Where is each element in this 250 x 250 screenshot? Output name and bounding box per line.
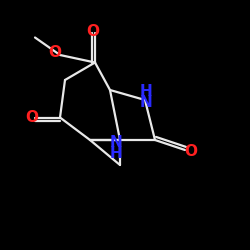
Text: O: O [86,24,99,39]
Text: O: O [26,110,38,125]
Text: H: H [110,146,122,160]
Text: O: O [48,45,62,60]
Text: O: O [184,144,197,159]
Text: H: H [140,84,152,99]
Text: N: N [140,95,152,110]
Text: N: N [110,135,122,150]
